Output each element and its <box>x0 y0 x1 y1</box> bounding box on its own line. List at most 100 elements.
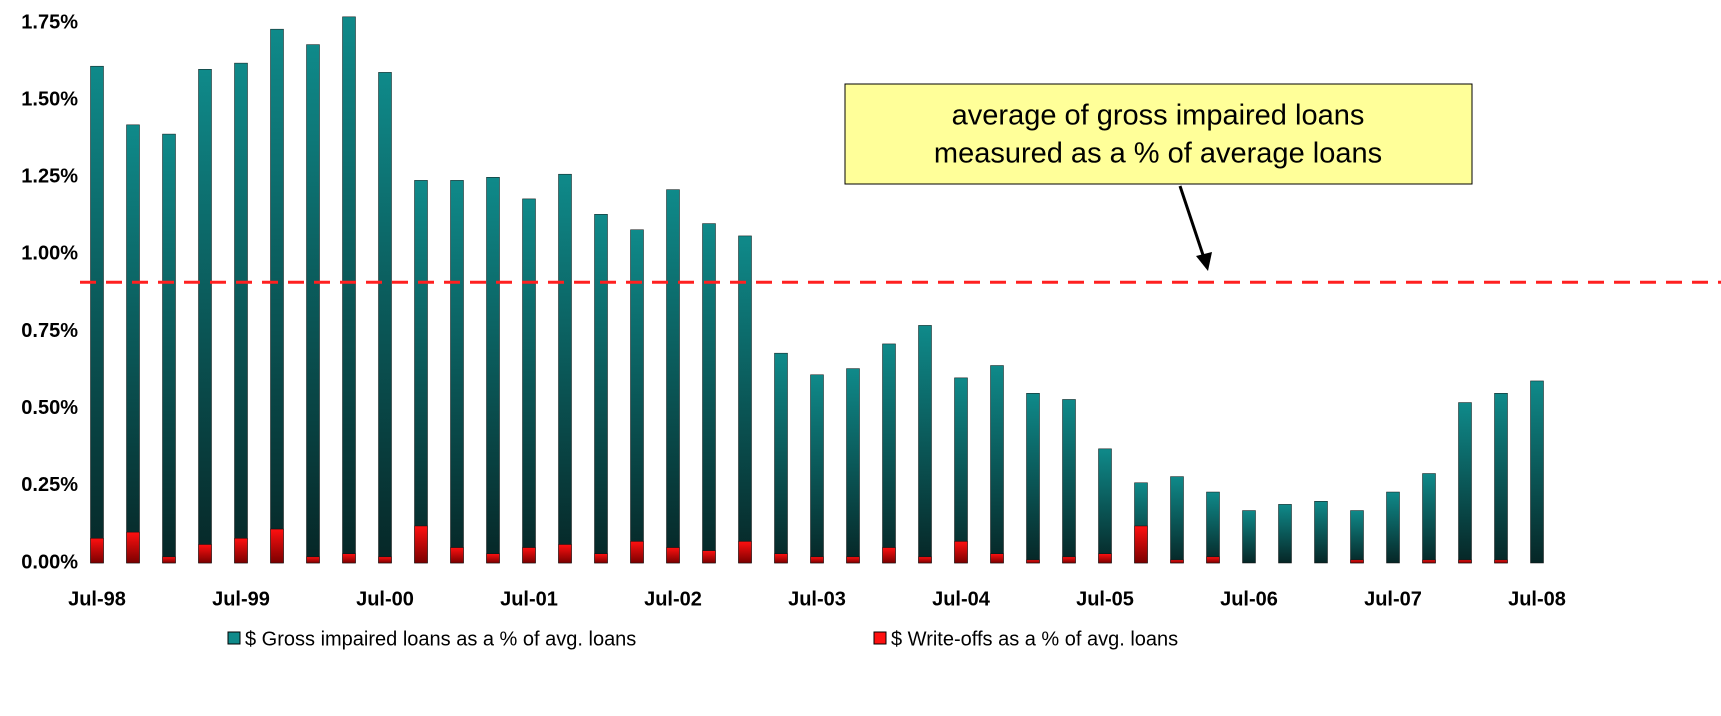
bar <box>1098 553 1112 564</box>
bar <box>666 189 680 564</box>
bar <box>810 374 824 564</box>
x-tick-label: Jul-98 <box>68 588 126 610</box>
bar <box>270 528 284 564</box>
bar <box>414 180 428 564</box>
x-tick-label: Jul-02 <box>644 588 702 610</box>
y-tick-label: 1.50% <box>21 88 78 110</box>
bar <box>1206 491 1220 564</box>
bar <box>234 538 248 564</box>
bar <box>846 368 860 564</box>
bar <box>774 352 788 564</box>
bar <box>666 547 680 564</box>
bar <box>846 556 860 564</box>
bar <box>1530 380 1544 564</box>
bar <box>1278 504 1292 564</box>
bar <box>738 541 752 564</box>
bar <box>1314 501 1328 564</box>
bar <box>378 556 392 564</box>
bar <box>738 235 752 564</box>
x-tick-label: Jul-07 <box>1364 588 1422 610</box>
bar <box>522 547 536 564</box>
bar <box>1170 559 1184 564</box>
x-tick-label: Jul-01 <box>500 588 558 610</box>
bar <box>954 377 968 564</box>
legend-label: $ Write-offs as a % of avg. loans <box>891 628 1178 650</box>
bar <box>1422 559 1436 564</box>
bar <box>1494 559 1508 564</box>
bar <box>990 365 1004 564</box>
bar <box>486 553 500 564</box>
bar <box>594 214 608 564</box>
annotation-text: measured as a % of average loans <box>934 138 1382 170</box>
bar <box>198 544 212 564</box>
x-tick-label: Jul-05 <box>1076 588 1134 610</box>
bar <box>198 69 212 564</box>
bar <box>1170 476 1184 564</box>
legend-swatch <box>873 631 887 645</box>
bar <box>1026 393 1040 564</box>
x-tick-label: Jul-04 <box>932 588 991 610</box>
annotation-arrow <box>1178 185 1206 259</box>
x-tick-label: Jul-06 <box>1220 588 1278 610</box>
bar <box>702 223 716 564</box>
x-tick-label: Jul-99 <box>212 588 270 610</box>
bar <box>90 65 104 564</box>
bar <box>486 177 500 564</box>
bar <box>1494 393 1508 564</box>
bar <box>450 547 464 564</box>
bar <box>990 553 1004 564</box>
bar <box>1062 399 1076 564</box>
bar <box>1350 510 1364 564</box>
x-tick-label: Jul-08 <box>1508 588 1566 610</box>
bar <box>126 531 140 564</box>
bar <box>1206 556 1220 564</box>
y-tick-label: 1.25% <box>21 166 78 188</box>
bar <box>1422 473 1436 564</box>
bar <box>270 28 284 564</box>
legend-swatch <box>227 631 241 645</box>
bar <box>306 44 320 564</box>
bar <box>810 556 824 564</box>
bar <box>234 62 248 564</box>
bar <box>1242 510 1256 564</box>
bar <box>1386 491 1400 564</box>
bar <box>1350 559 1364 564</box>
bar <box>162 133 176 564</box>
arrow-head <box>1196 252 1212 271</box>
y-tick-label: 1.75% <box>21 11 78 33</box>
y-tick-label: 0.00% <box>21 551 78 573</box>
bar <box>954 541 968 564</box>
bar <box>450 180 464 564</box>
bar <box>630 541 644 564</box>
bar <box>378 72 392 564</box>
bar <box>1458 402 1472 564</box>
bar <box>342 16 356 564</box>
bar <box>774 553 788 564</box>
bar <box>558 544 572 564</box>
bar <box>414 525 428 564</box>
bar <box>882 343 896 564</box>
annotation-box <box>844 83 1473 185</box>
bar <box>522 198 536 564</box>
y-tick-label: 0.25% <box>21 474 78 496</box>
bar <box>1134 525 1148 564</box>
bar <box>702 550 716 564</box>
x-tick-label: Jul-03 <box>788 588 846 610</box>
annotation-text: average of gross impaired loans <box>952 100 1365 132</box>
legend-label: $ Gross impaired loans as a % of avg. lo… <box>245 628 636 650</box>
bar <box>126 124 140 564</box>
bar <box>882 547 896 564</box>
y-tick-label: 0.50% <box>21 397 78 419</box>
x-tick-label: Jul-00 <box>356 588 414 610</box>
bar <box>918 325 932 564</box>
y-tick-label: 1.00% <box>21 243 78 265</box>
bar <box>1458 559 1472 564</box>
bar <box>918 556 932 564</box>
bar <box>594 553 608 564</box>
bar <box>630 229 644 564</box>
bar <box>162 556 176 564</box>
bar <box>1062 556 1076 564</box>
bar <box>1098 448 1112 564</box>
bar <box>90 538 104 564</box>
